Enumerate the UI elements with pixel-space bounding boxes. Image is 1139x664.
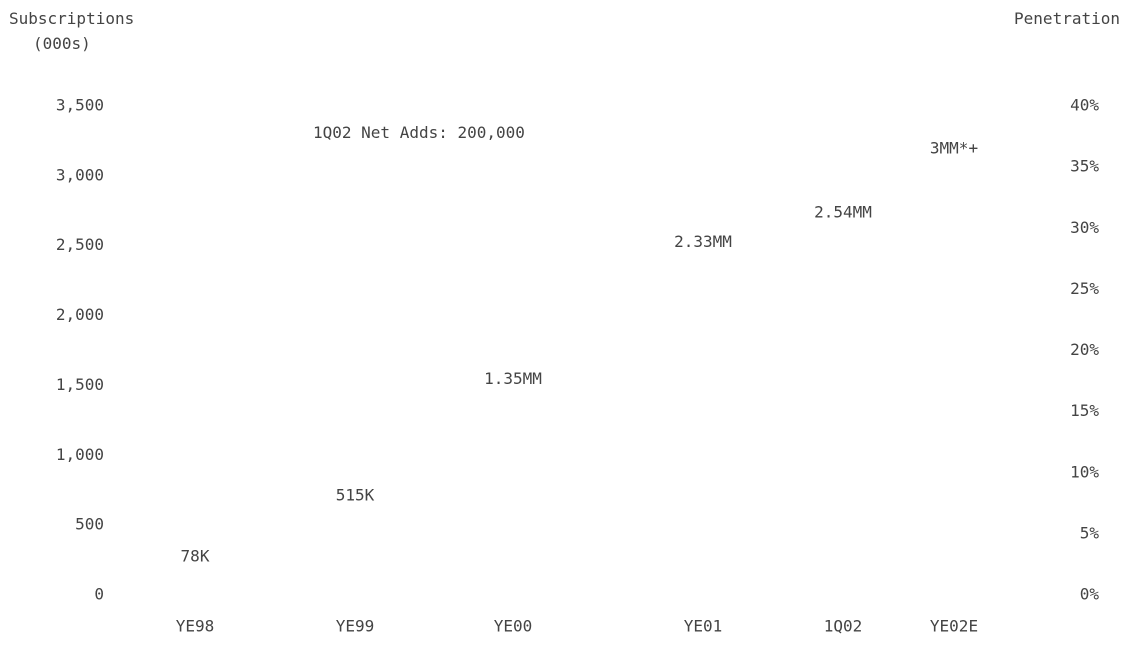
data-label: 2.54MM xyxy=(814,203,872,222)
right-axis-tick: 15% xyxy=(1070,401,1099,420)
category-label: YE99 xyxy=(336,617,375,636)
left-axis-tick: 1,000 xyxy=(56,445,104,464)
left-axis-tick: 0 xyxy=(94,585,104,604)
left-axis-tick: 2,500 xyxy=(56,235,104,254)
right-axis-tick: 25% xyxy=(1070,279,1099,298)
right-axis-tick: 0% xyxy=(1080,585,1100,604)
right-axis-tick: 20% xyxy=(1070,340,1099,359)
left-axis-tick: 2,000 xyxy=(56,305,104,324)
data-label: 78K xyxy=(181,547,210,566)
data-label: 1.35MM xyxy=(484,369,542,388)
left-axis-tick: 500 xyxy=(75,515,104,534)
right-axis-tick: 35% xyxy=(1070,157,1099,176)
category-label: YE02E xyxy=(930,617,978,636)
right-axis-tick: 5% xyxy=(1080,523,1100,542)
data-label: 515K xyxy=(336,486,375,505)
left-axis-tick: 1,500 xyxy=(56,375,104,394)
right-axis-tick: 10% xyxy=(1070,462,1099,481)
category-label: YE01 xyxy=(684,617,723,636)
left-axis-title: Subscriptions xyxy=(9,9,135,28)
data-label: 2.33MM xyxy=(674,232,732,251)
left-axis-unit: (000s) xyxy=(33,34,91,53)
category-label: YE98 xyxy=(176,617,215,636)
left-axis-tick: 3,000 xyxy=(56,165,104,184)
category-label: 1Q02 xyxy=(824,617,863,636)
net-adds-annotation: 1Q02 Net Adds: 200,000 xyxy=(313,123,525,142)
category-label: YE00 xyxy=(494,617,533,636)
right-axis-title: Penetration xyxy=(1014,9,1120,28)
right-axis-tick: 30% xyxy=(1070,218,1099,237)
right-axis-tick: 40% xyxy=(1070,96,1099,115)
left-axis-tick: 3,500 xyxy=(56,96,104,115)
data-label: 3MM*+ xyxy=(930,138,978,157)
